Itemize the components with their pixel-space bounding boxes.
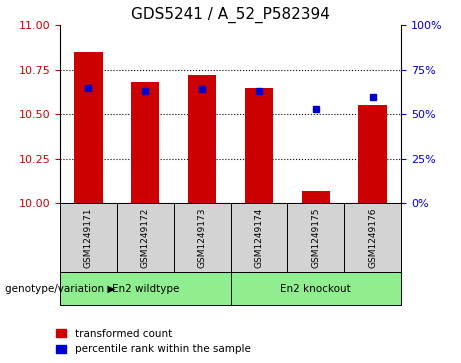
Bar <box>174 203 230 272</box>
Text: GSM1249172: GSM1249172 <box>141 208 150 268</box>
Bar <box>188 75 216 203</box>
Bar <box>74 52 102 203</box>
Bar <box>60 203 117 272</box>
Bar <box>245 87 273 203</box>
Text: En2 wildtype: En2 wildtype <box>112 284 179 294</box>
Bar <box>131 82 160 203</box>
Legend: transformed count, percentile rank within the sample: transformed count, percentile rank withi… <box>56 329 250 354</box>
Bar <box>301 191 330 203</box>
Bar <box>60 272 230 305</box>
Text: GSM1249176: GSM1249176 <box>368 208 377 268</box>
Bar <box>358 105 387 203</box>
Title: GDS5241 / A_52_P582394: GDS5241 / A_52_P582394 <box>131 7 330 23</box>
Bar <box>230 272 401 305</box>
Bar <box>287 203 344 272</box>
Text: genotype/variation ▶: genotype/variation ▶ <box>5 284 115 294</box>
Bar <box>117 203 174 272</box>
Bar <box>230 203 287 272</box>
Text: GSM1249174: GSM1249174 <box>254 208 263 268</box>
Text: GSM1249175: GSM1249175 <box>311 208 320 268</box>
Text: GSM1249173: GSM1249173 <box>198 208 207 268</box>
Bar <box>344 203 401 272</box>
Text: En2 knockout: En2 knockout <box>280 284 351 294</box>
Text: GSM1249171: GSM1249171 <box>84 208 93 268</box>
